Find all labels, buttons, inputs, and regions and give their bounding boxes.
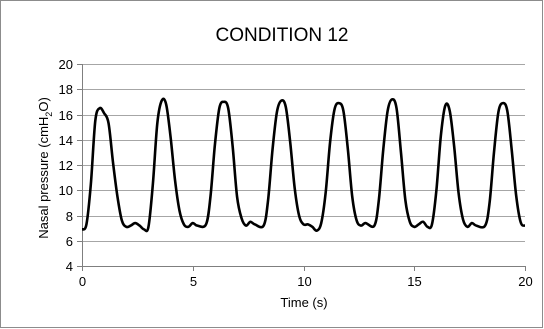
y-axis-label-prefix: Nasal pressure (cmH [36,117,51,239]
y-tick-label: 12 [59,158,73,173]
y-tick-label: 10 [59,183,73,198]
y-tick-labels: 4 6 8 10 12 14 16 18 20 [59,57,73,274]
x-tick-label: 20 [518,274,532,289]
y-tick-label: 6 [66,234,73,249]
gridlines [82,64,525,242]
x-tick-label: 5 [190,274,197,289]
y-axis-label: Nasal pressure (cmH2O) [36,97,54,239]
x-tick-label: 10 [297,274,311,289]
x-axis-label: Time (s) [280,295,327,310]
series-line-0 [82,97,525,233]
y-tick-label: 4 [66,259,73,274]
y-tick-label: 16 [59,108,73,123]
y-axis-label-subscript: 2 [44,112,54,117]
y-axis-label-suffix: O) [36,97,51,111]
y-tick-label: 14 [59,133,73,148]
y-tick-label: 18 [59,82,73,97]
axes [77,64,526,271]
chart-title: CONDITION 12 [215,25,348,46]
x-tick-label: 15 [407,274,421,289]
x-tick-label: 0 [79,274,86,289]
series-layer [82,97,525,233]
y-tick-label: 20 [59,57,73,72]
x-tick-labels: 0 5 10 15 20 [79,274,533,289]
y-tick-label: 8 [66,209,73,224]
